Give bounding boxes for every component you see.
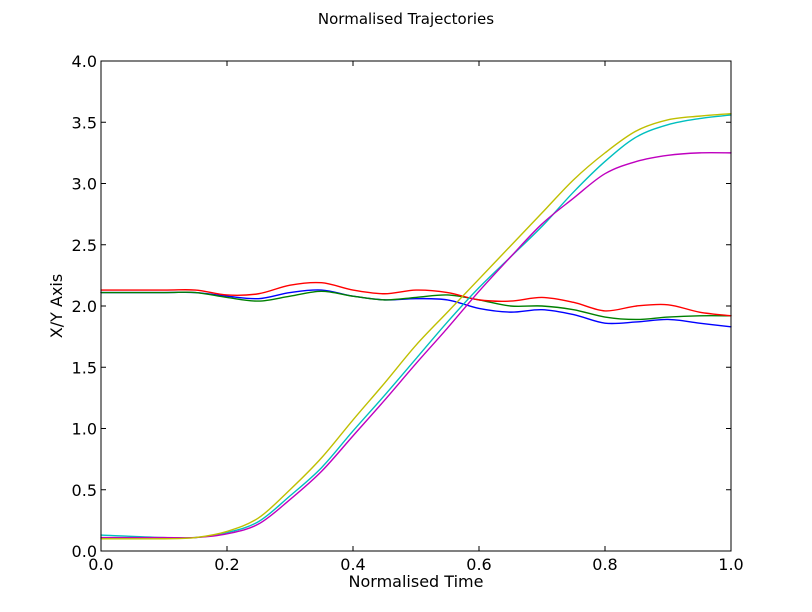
y-tick-label: 0.5 — [72, 481, 97, 500]
y-tick-label: 3.0 — [72, 175, 97, 194]
x-tick-label: 1.0 — [718, 555, 743, 574]
tick-layer: 0.0 0.2 0.4 0.6 0.8 1.0 0.0 0.5 1.0 1.5 2.0 2.5 3.0 3… — [72, 52, 744, 574]
x-tick-label: 0.8 — [592, 555, 617, 574]
series-line-6 — [100, 112, 732, 540]
series-layer — [100, 112, 732, 540]
y-tick-label: 2.5 — [72, 236, 97, 255]
series-line-3 — [100, 281, 732, 317]
x-tick-label: 0.4 — [340, 555, 365, 574]
y-tick-label: 0.0 — [72, 542, 97, 561]
y-tick-label: 1.0 — [72, 420, 97, 439]
y-tick-label: 3.5 — [72, 113, 97, 132]
series-line-2 — [100, 290, 732, 321]
x-tick-label: 0.0 — [88, 555, 113, 574]
series-line-5 — [100, 151, 732, 539]
chart-title: Normalised Trajectories — [318, 10, 494, 28]
series-line-1 — [100, 289, 732, 328]
y-axis-label: X/Y Axis — [47, 274, 66, 338]
x-axis-label: Normalised Time — [349, 572, 484, 591]
x-tick-label: 0.2 — [214, 555, 239, 574]
series-line-4 — [100, 114, 732, 539]
y-tick-label: 4.0 — [72, 52, 97, 71]
y-tick-label: 1.5 — [72, 358, 97, 377]
x-tick-label: 0.6 — [466, 555, 491, 574]
y-tick-label: 2.0 — [72, 297, 97, 316]
